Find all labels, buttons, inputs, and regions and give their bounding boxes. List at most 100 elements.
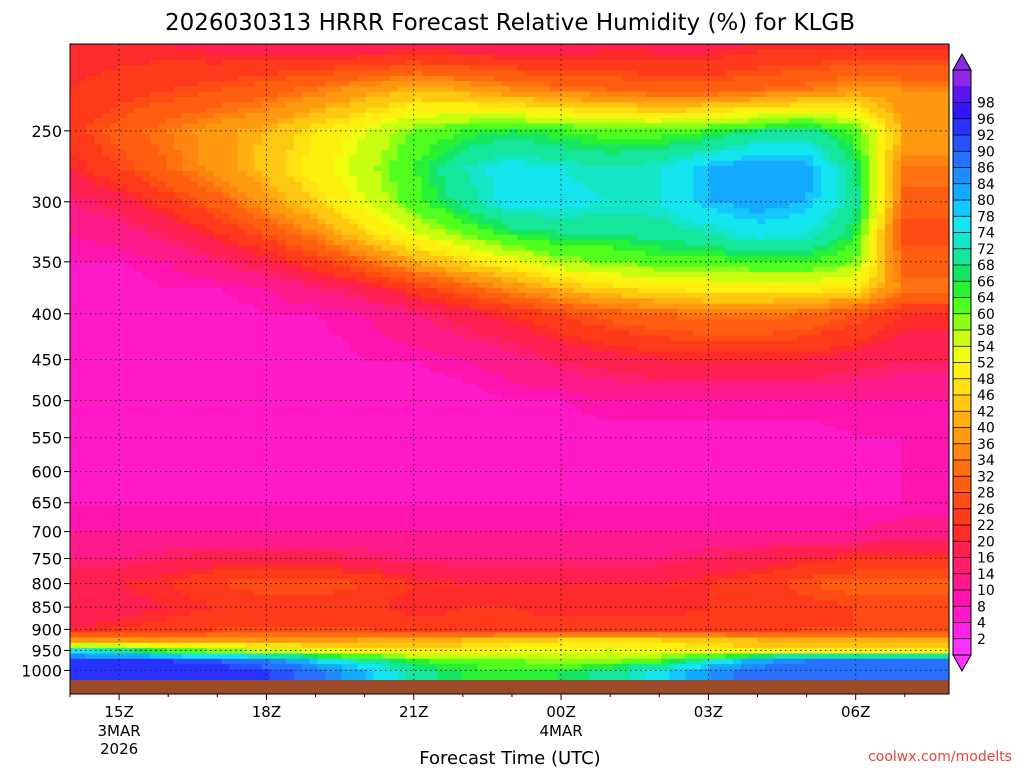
heat-cell bbox=[333, 112, 343, 119]
heat-cell bbox=[629, 70, 638, 77]
heat-cell bbox=[277, 128, 287, 135]
heat-cell bbox=[157, 271, 167, 278]
heat-cell bbox=[413, 218, 423, 225]
heat-cell bbox=[941, 245, 950, 252]
heat-cell bbox=[685, 277, 694, 284]
heat-cell bbox=[77, 271, 87, 278]
heat-cell bbox=[877, 102, 886, 109]
heat-cell bbox=[789, 128, 798, 135]
heat-cell bbox=[653, 144, 662, 151]
heat-cell bbox=[597, 139, 606, 146]
heat-cell bbox=[933, 176, 942, 183]
heat-cell bbox=[509, 144, 519, 151]
heat-cell bbox=[581, 261, 591, 268]
heat-cell bbox=[133, 266, 143, 273]
heat-cell bbox=[317, 86, 327, 93]
heat-cell bbox=[509, 112, 519, 119]
heat-cell bbox=[365, 65, 375, 72]
heat-cell bbox=[797, 112, 806, 119]
heat-cell bbox=[653, 250, 662, 257]
heat-cell bbox=[885, 197, 894, 204]
heat-cell bbox=[277, 224, 287, 231]
heat-cell bbox=[157, 261, 167, 268]
heat-cell bbox=[77, 171, 87, 178]
heat-cell bbox=[917, 218, 926, 225]
heat-cell bbox=[421, 224, 431, 231]
heat-cell bbox=[917, 86, 926, 93]
heat-cell bbox=[613, 256, 622, 262]
heat-cell bbox=[693, 171, 702, 178]
heat-cell bbox=[397, 144, 407, 151]
heat-cell bbox=[453, 107, 463, 114]
heat-cell bbox=[77, 181, 87, 188]
heat-cell bbox=[109, 208, 119, 215]
heat-cell bbox=[829, 181, 838, 188]
heat-cell bbox=[709, 224, 718, 231]
heat-cell bbox=[109, 171, 119, 178]
heat-cell bbox=[877, 266, 886, 273]
heat-cell bbox=[541, 203, 551, 209]
heat-cell bbox=[333, 70, 343, 77]
heat-cell bbox=[133, 229, 143, 236]
heat-cell bbox=[845, 107, 854, 114]
heat-cell bbox=[637, 261, 646, 268]
heat-cell bbox=[693, 229, 702, 236]
heat-cell bbox=[813, 218, 822, 225]
heat-cell bbox=[941, 213, 950, 220]
heat-cell bbox=[397, 70, 407, 77]
heat-cell bbox=[597, 54, 606, 61]
heat-cell bbox=[477, 176, 487, 183]
heat-cell bbox=[301, 203, 311, 209]
heat-cell bbox=[70, 65, 79, 72]
heat-cell bbox=[269, 171, 279, 178]
heat-cell bbox=[677, 213, 686, 220]
heat-cell bbox=[821, 75, 830, 82]
heat-cell bbox=[181, 213, 191, 220]
heat-cell bbox=[309, 81, 319, 87]
heat-cell bbox=[917, 70, 926, 77]
heat-cell bbox=[869, 86, 878, 93]
heat-cell bbox=[797, 97, 806, 103]
heat-cell bbox=[309, 128, 319, 135]
heat-cell bbox=[277, 150, 287, 156]
heat-cell bbox=[229, 192, 239, 199]
heat-cell bbox=[285, 81, 295, 87]
heat-cell bbox=[933, 261, 942, 268]
heat-cell bbox=[677, 81, 686, 87]
heat-cell bbox=[525, 171, 535, 178]
heat-cell bbox=[749, 256, 758, 262]
heat-cell bbox=[765, 44, 774, 50]
heat-cell bbox=[293, 160, 303, 167]
heat-cell bbox=[141, 266, 151, 273]
heat-cell bbox=[581, 240, 591, 246]
heat-cell bbox=[741, 176, 750, 183]
heat-cell bbox=[117, 245, 127, 252]
heat-cell bbox=[397, 65, 407, 72]
heat-cell bbox=[117, 250, 127, 257]
heat-cell bbox=[869, 224, 878, 231]
heat-cell bbox=[605, 128, 614, 135]
heat-cell bbox=[277, 59, 287, 66]
heat-cell bbox=[77, 165, 87, 172]
heat-cell bbox=[773, 224, 782, 231]
heat-cell bbox=[861, 86, 870, 93]
heat-cell bbox=[141, 97, 151, 103]
heat-cell bbox=[885, 266, 894, 273]
heat-cell bbox=[669, 91, 678, 98]
heat-cell bbox=[357, 59, 367, 66]
heat-cell bbox=[925, 160, 934, 167]
heat-cell bbox=[565, 118, 575, 125]
heat-cell bbox=[269, 224, 279, 231]
heat-cell bbox=[413, 245, 423, 252]
heat-cell bbox=[493, 261, 503, 268]
heat-cell bbox=[181, 218, 191, 225]
heat-cell bbox=[125, 229, 135, 236]
heat-cell bbox=[941, 128, 950, 135]
heat-cell bbox=[277, 139, 287, 146]
heat-cell bbox=[565, 144, 575, 151]
heat-cell bbox=[381, 271, 391, 278]
heat-cell bbox=[309, 44, 319, 50]
heat-cell bbox=[861, 150, 870, 156]
heat-cell bbox=[533, 192, 543, 199]
heat-cell bbox=[301, 75, 311, 82]
